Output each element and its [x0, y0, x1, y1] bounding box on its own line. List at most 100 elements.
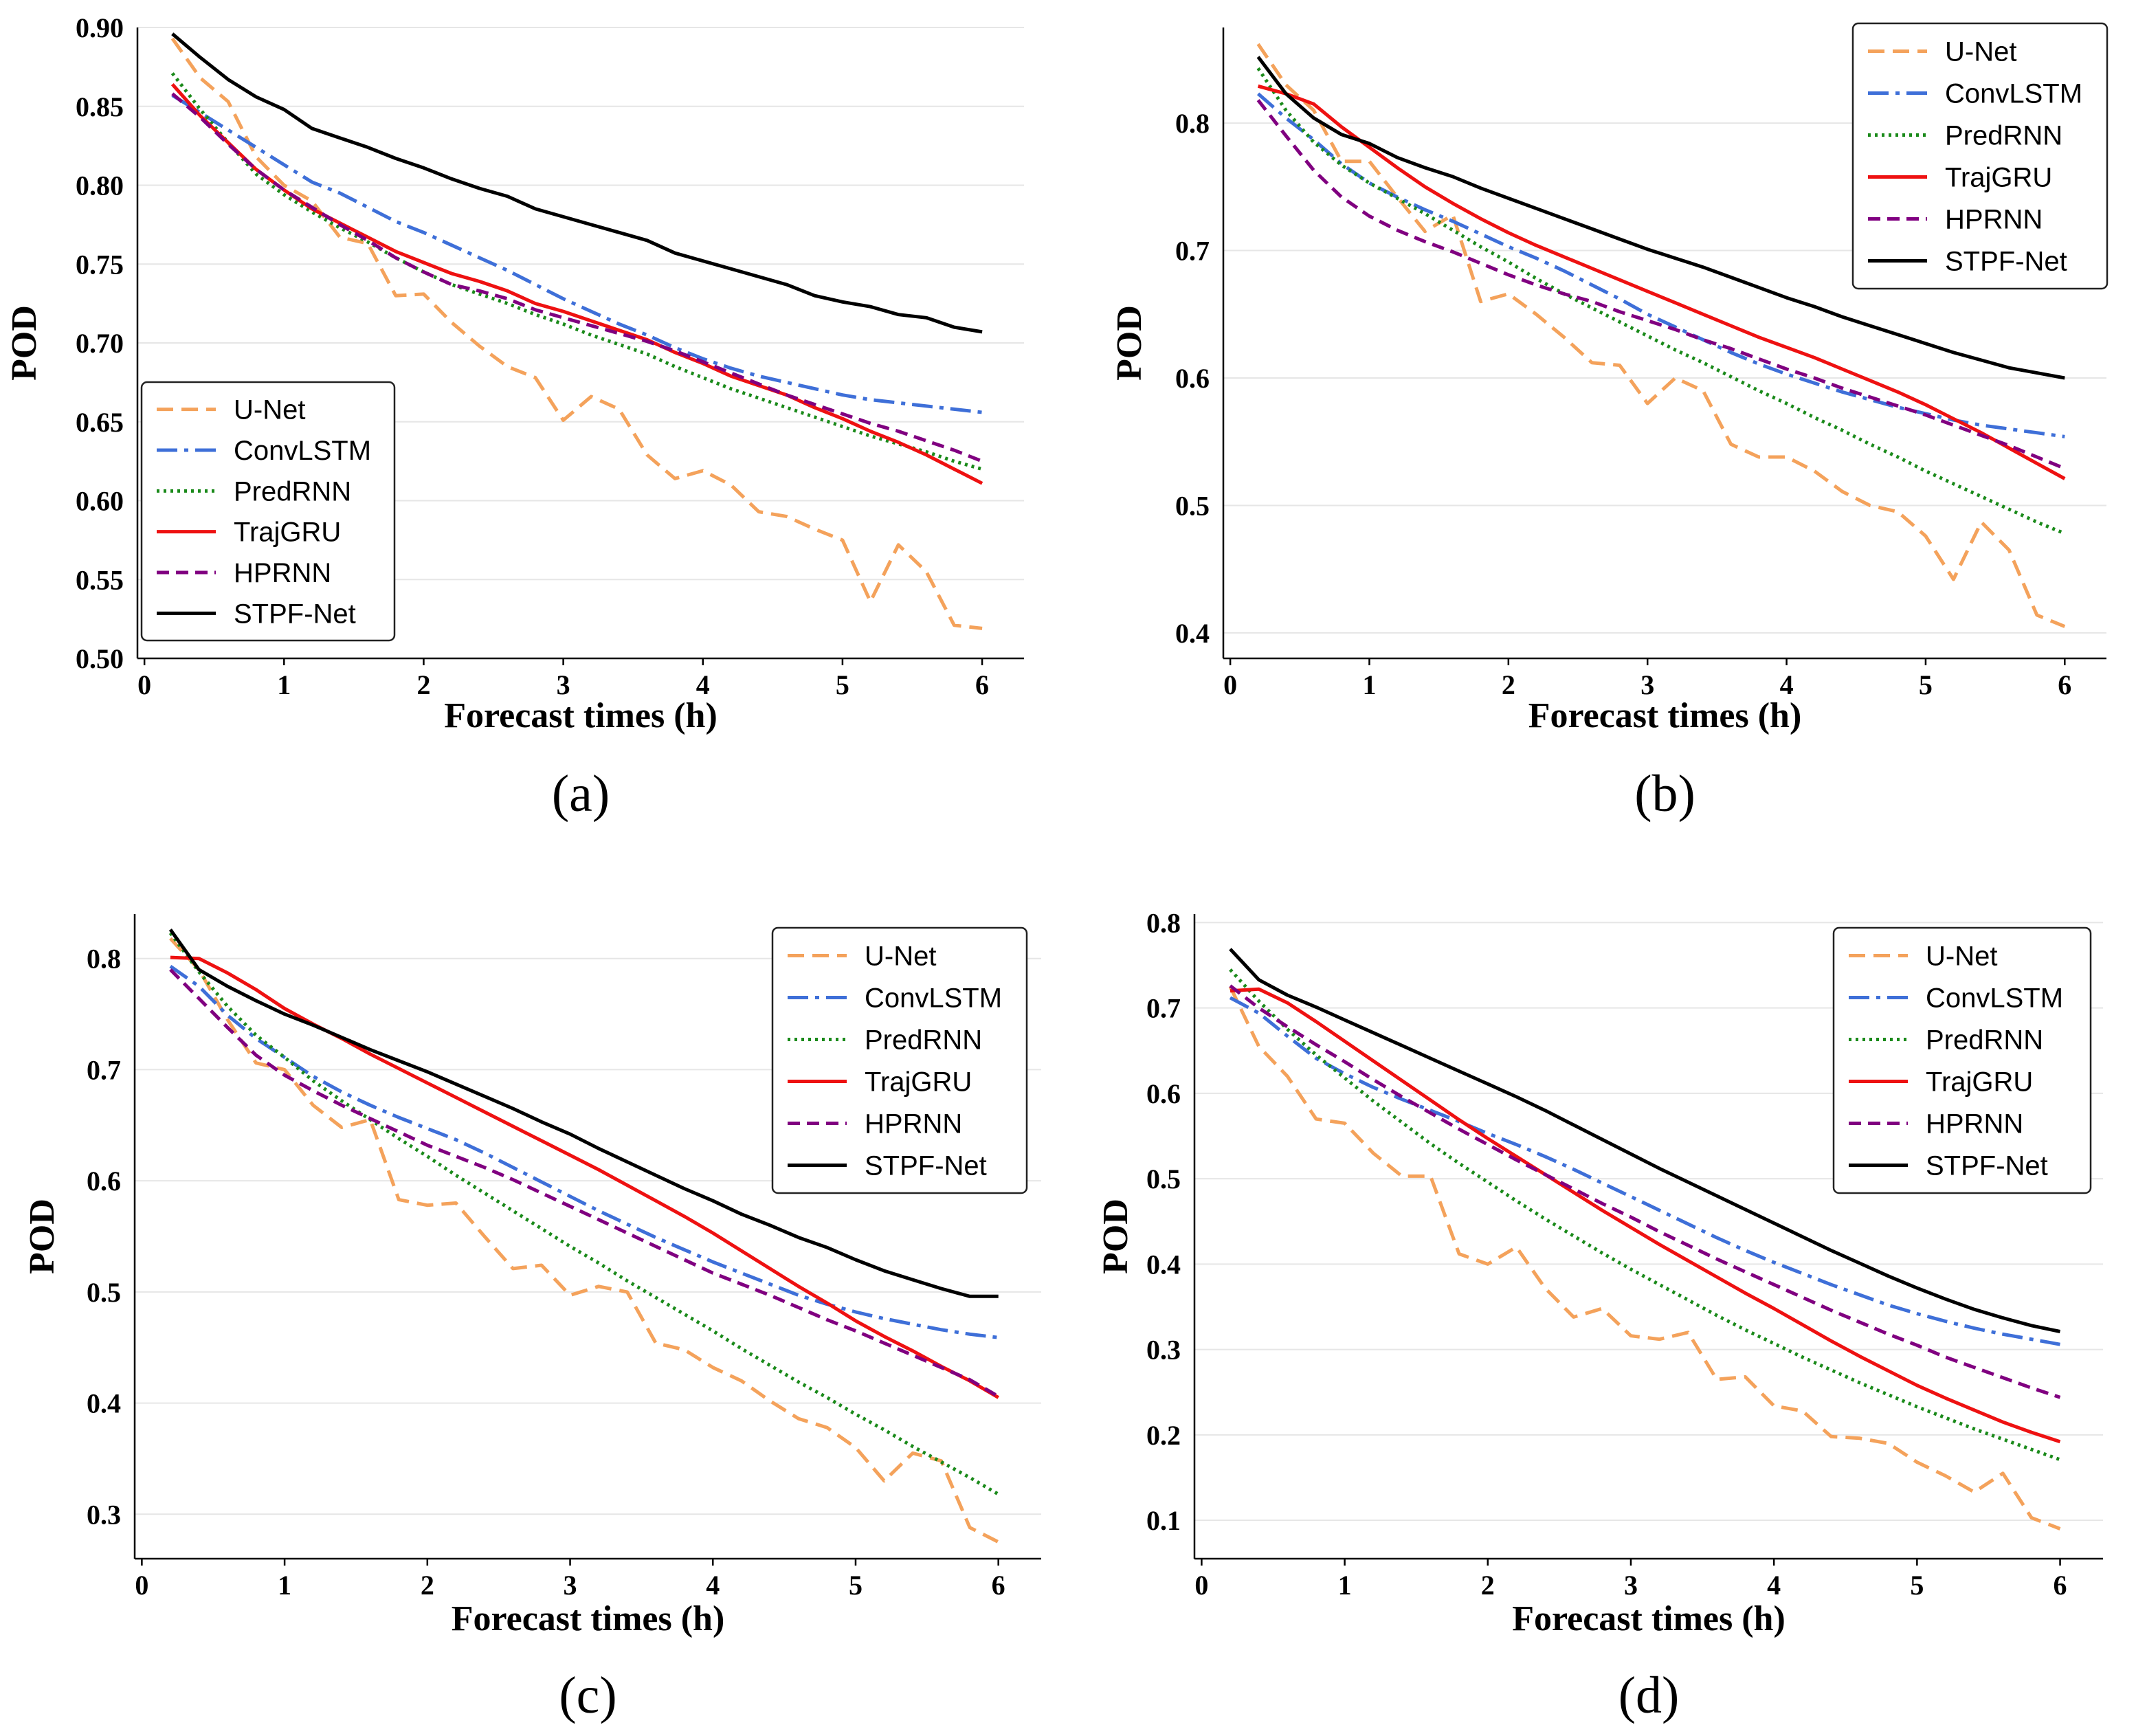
legend: U-Net ConvLSTM PredRNN TrajGRU HPRNN STPF-Net — [1851, 22, 2109, 290]
x-axis-label: Forecast times (h) — [1528, 696, 1802, 735]
legend-box — [140, 381, 396, 642]
legend-label: U-Net — [1926, 942, 1997, 972]
x-tick-label: 4 — [1767, 1570, 1781, 1601]
y-tick-label: 0.1 — [1146, 1505, 1181, 1536]
x-tick-label: 4 — [706, 1570, 720, 1601]
y-tick-label: 0.80 — [76, 170, 124, 201]
x-tick-label: 5 — [1919, 669, 1933, 700]
y-tick-label: 0.70 — [76, 328, 124, 359]
legend-label: U-Net — [1945, 37, 2016, 67]
x-tick-label: 3 — [1640, 669, 1654, 700]
legend-label: HPRNN — [865, 1109, 962, 1139]
legend-label: STPF-Net — [234, 599, 356, 629]
series-line-predrnn — [1229, 968, 2061, 1462]
series-line-stpf-net — [171, 32, 983, 334]
legend-box — [771, 926, 1028, 1194]
panel-d: 0.1 0.2 0.3 0.4 0.5 0.6 0.7 0.8 0 1 2 3 4 5 6 Forecast … — [1096, 907, 2103, 1724]
series-line-stpf-net — [168, 928, 999, 1298]
x-tick-label: 5 — [1910, 1570, 1924, 1601]
legend-label: TrajGRU — [865, 1067, 972, 1098]
y-tick-label: 0.75 — [76, 249, 124, 280]
legend-label: TrajGRU — [1926, 1067, 2033, 1098]
legend-box — [1851, 22, 2109, 290]
series-line-convlstm — [1229, 996, 2060, 1346]
legend-label: STPF-Net — [865, 1151, 987, 1181]
panel-c: 0.3 0.4 0.5 0.6 0.7 0.8 0 1 2 3 4 5 6 Forecast times … — [23, 914, 1041, 1724]
legend-label: ConvLSTM — [234, 436, 371, 466]
panel-a: 0.50 0.55 0.60 0.65 0.70 0.75 0.80 0.85 0.90 0 1 2 3… — [5, 12, 1024, 823]
legend-label: TrajGRU — [1945, 163, 2052, 193]
x-tick-label: 2 — [416, 669, 430, 700]
x-tick-label: 1 — [277, 669, 291, 700]
legend: U-Net ConvLSTM PredRNN TrajGRU HPRNN STPF-Net — [140, 381, 396, 642]
y-tick-label: 0.4 — [1146, 1249, 1181, 1280]
series-line-u-net — [1228, 986, 2061, 1531]
panel-caption: (b) — [1634, 765, 1695, 823]
series-line-predrnn — [1256, 67, 2066, 535]
y-tick-label: 0.4 — [1175, 618, 1210, 649]
y-axis-label: POD — [5, 305, 44, 381]
x-tick-label: 0 — [1223, 669, 1237, 700]
y-tick-label: 0.5 — [1175, 490, 1210, 521]
series-line-predrnn — [170, 72, 983, 471]
x-tick-label: 2 — [421, 1570, 434, 1601]
x-tick-label: 6 — [992, 1570, 1005, 1601]
series-line-trajgru — [170, 955, 999, 1399]
y-tick-label: 0.7 — [1146, 993, 1181, 1024]
x-tick-label: 1 — [1338, 1570, 1352, 1601]
x-tick-label: 0 — [137, 669, 151, 700]
y-tick-label: 0.85 — [76, 91, 124, 122]
legend-label: U-Net — [865, 942, 936, 972]
x-axis-label: Forecast times (h) — [1512, 1599, 1786, 1638]
x-tick-label: 2 — [1481, 1570, 1495, 1601]
y-tick-label: 0.60 — [76, 486, 124, 517]
x-tick-label: 4 — [1780, 669, 1794, 700]
series-line-u-net — [1256, 43, 2066, 628]
series-line-hprnn — [1256, 99, 2066, 471]
y-tick-label: 0.3 — [87, 1499, 121, 1530]
legend-label: HPRNN — [1945, 205, 2043, 235]
y-tick-label: 0.55 — [76, 564, 124, 595]
x-tick-label: 3 — [564, 1570, 577, 1601]
y-tick-label: 0.6 — [87, 1166, 121, 1197]
y-tick-label: 0.50 — [76, 643, 124, 674]
y-tick-label: 0.6 — [1175, 363, 1210, 394]
series-line-convlstm — [169, 964, 999, 1339]
x-tick-label: 1 — [278, 1570, 291, 1601]
x-tick-label: 0 — [1194, 1570, 1208, 1601]
legend-label: ConvLSTM — [1945, 79, 2082, 109]
series-line-u-net — [170, 37, 983, 630]
x-tick-label: 3 — [1624, 1570, 1638, 1601]
x-tick-label: 6 — [2058, 669, 2071, 700]
y-tick-label: 0.2 — [1146, 1420, 1181, 1451]
y-tick-label: 0.8 — [87, 944, 121, 975]
x-tick-label: 6 — [2054, 1570, 2067, 1601]
y-tick-label: 0.3 — [1146, 1335, 1181, 1366]
y-tick-label: 0.5 — [1146, 1164, 1181, 1194]
legend-label: PredRNN — [234, 476, 351, 507]
x-tick-label: 1 — [1362, 669, 1376, 700]
series-line-hprnn — [1229, 984, 2061, 1399]
legend-label: PredRNN — [1926, 1025, 2043, 1056]
legend-label: U-Net — [234, 395, 305, 425]
series-line-trajgru — [1230, 987, 2061, 1444]
x-tick-label: 2 — [1502, 669, 1515, 700]
y-axis-label: POD — [1096, 1199, 1135, 1274]
x-tick-label: 4 — [696, 669, 710, 700]
y-axis-label: POD — [23, 1199, 62, 1274]
legend-label: HPRNN — [1926, 1109, 2023, 1139]
y-tick-label: 0.90 — [76, 12, 124, 43]
y-tick-label: 0.7 — [1175, 236, 1210, 267]
series-line-stpf-net — [1229, 948, 2061, 1333]
y-tick-label: 0.65 — [76, 407, 124, 438]
x-tick-label: 3 — [557, 669, 570, 700]
series-line-stpf-net — [1256, 56, 2065, 380]
x-tick-label: 5 — [849, 1570, 863, 1601]
panel-b: 0.4 0.5 0.6 0.7 0.8 0 1 2 3 4 5 6 Forecast times (h)… — [1110, 22, 2109, 823]
legend-label: ConvLSTM — [865, 983, 1002, 1014]
legend-label: ConvLSTM — [1926, 983, 2063, 1014]
y-tick-label: 0.8 — [1146, 907, 1181, 938]
series-line-convlstm — [171, 93, 983, 414]
x-tick-label: 0 — [135, 1570, 148, 1601]
legend-label: PredRNN — [865, 1025, 982, 1056]
